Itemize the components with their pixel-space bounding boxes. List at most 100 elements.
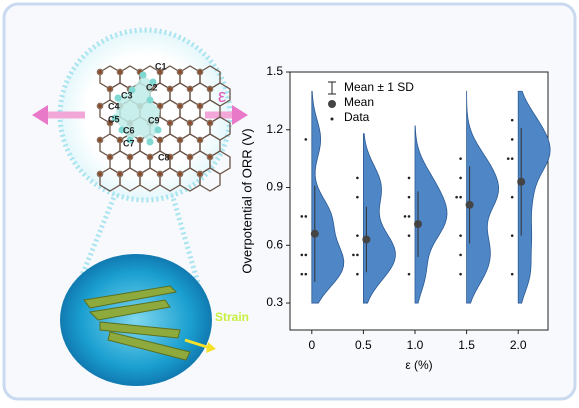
data-point — [507, 157, 510, 160]
data-point — [408, 196, 411, 199]
mean-marker — [362, 236, 370, 244]
y-tick-label: 1.2 — [266, 122, 283, 136]
atom — [177, 103, 182, 108]
figure: 0.3 0.6 0.9 1.2 1.5 Overpotential of ORR (V) ε… — [0, 0, 579, 403]
atom-label: C3 — [121, 90, 133, 100]
atom-label: C9 — [148, 115, 160, 125]
data-point — [356, 254, 359, 257]
atom — [137, 137, 142, 142]
atom — [207, 120, 212, 125]
legend-label: Data — [344, 110, 370, 124]
y-tick-label: 1.5 — [266, 64, 283, 78]
data-point — [511, 234, 514, 237]
atom — [97, 103, 102, 108]
atom — [137, 171, 142, 176]
atom — [117, 171, 122, 176]
atom-highlight — [147, 97, 154, 104]
data-point — [305, 254, 308, 257]
atom — [167, 120, 172, 125]
atom — [97, 171, 102, 176]
atom-highlight — [140, 72, 147, 79]
atom — [117, 69, 122, 74]
y-tick-label: 0.9 — [266, 180, 283, 194]
atom-label: C8 — [158, 152, 170, 162]
data-point — [408, 234, 411, 237]
legend-label: Mean — [344, 95, 374, 109]
data-point — [511, 138, 514, 141]
x-tick-label: 0.5 — [355, 338, 372, 352]
legend-symbol-data — [331, 118, 334, 121]
data-point — [455, 196, 458, 199]
atom — [97, 69, 102, 74]
x-tick-label: 1.5 — [458, 338, 475, 352]
atom — [127, 154, 132, 159]
atom — [107, 154, 112, 159]
atom — [207, 154, 212, 159]
strain-arrow-label: ε — [218, 86, 226, 106]
atom — [107, 86, 112, 91]
atom — [157, 137, 162, 142]
data-point — [511, 196, 514, 199]
data-point — [356, 177, 359, 180]
strain-label: Strain — [215, 310, 249, 324]
atom — [197, 103, 202, 108]
y-axis-label: Overpotential of ORR (V) — [239, 128, 254, 273]
data-point — [511, 157, 514, 160]
atom-label: C1 — [155, 61, 167, 71]
data-point — [305, 215, 308, 218]
atom — [187, 154, 192, 159]
data-point — [459, 254, 462, 257]
mean-marker — [466, 201, 474, 209]
atom-label: C5 — [108, 114, 120, 124]
atom — [177, 171, 182, 176]
atom-label: C2 — [146, 82, 158, 92]
data-point — [305, 273, 308, 276]
atom — [187, 86, 192, 91]
atom-label: C6 — [123, 125, 135, 135]
data-point — [459, 177, 462, 180]
data-point — [459, 196, 462, 199]
y-tick-label: 0.6 — [266, 237, 283, 251]
data-point — [459, 234, 462, 237]
atom — [167, 86, 172, 91]
atom — [97, 137, 102, 142]
atom — [157, 103, 162, 108]
atom — [187, 120, 192, 125]
atom-label: C4 — [108, 101, 120, 111]
atom — [177, 69, 182, 74]
data-point — [408, 215, 411, 218]
x-tick-label: 1.0 — [407, 338, 424, 352]
data-point — [301, 254, 304, 257]
atom — [197, 171, 202, 176]
data-point — [459, 273, 462, 276]
atom-highlight — [147, 139, 154, 146]
data-point — [301, 215, 304, 218]
atom — [117, 137, 122, 142]
y-tick-label: 0.3 — [266, 295, 283, 309]
data-point — [301, 273, 304, 276]
data-point — [511, 273, 514, 276]
atom — [157, 171, 162, 176]
x-tick-label: 2.0 — [510, 338, 527, 352]
atom — [207, 86, 212, 91]
atom — [147, 154, 152, 159]
atom-highlight — [155, 127, 162, 134]
data-point — [408, 177, 411, 180]
x-tick-label: 0 — [308, 338, 315, 352]
data-point — [404, 215, 407, 218]
data-point — [352, 254, 355, 257]
data-point — [408, 273, 411, 276]
x-axis-label: ε (%) — [405, 358, 432, 372]
data-point — [511, 119, 514, 122]
atom — [197, 69, 202, 74]
data-point — [356, 234, 359, 237]
legend-label: Mean ± 1 SD — [344, 80, 414, 94]
mean-marker — [311, 230, 319, 238]
data-point — [459, 157, 462, 160]
data-point — [356, 273, 359, 276]
data-point — [305, 138, 308, 141]
atom — [197, 137, 202, 142]
atom — [177, 137, 182, 142]
data-point — [356, 196, 359, 199]
legend-symbol-mean — [328, 100, 336, 108]
